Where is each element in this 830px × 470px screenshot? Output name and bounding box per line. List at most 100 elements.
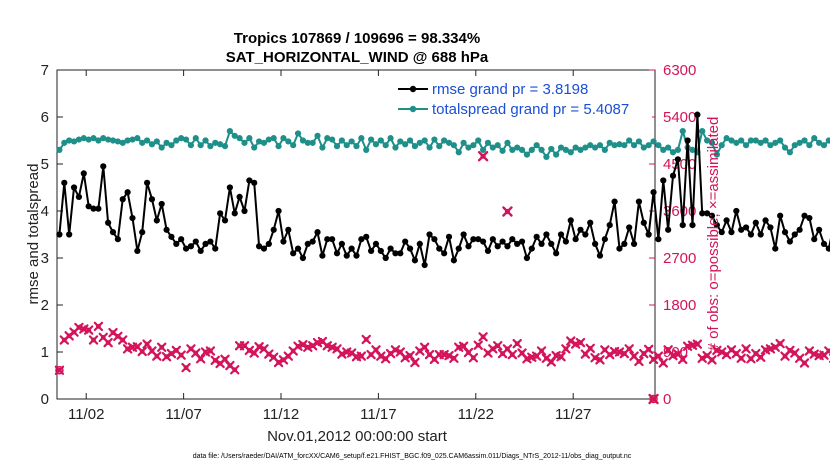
obs-assimilated-dot	[86, 327, 92, 333]
rmse-point	[514, 240, 521, 247]
rmse-point	[718, 229, 725, 236]
totalspread-point	[226, 128, 233, 135]
obs-assimilated-dot	[548, 359, 554, 365]
rmse-point	[392, 250, 399, 257]
rmse-point	[168, 233, 175, 240]
rmse-point	[387, 245, 394, 252]
totalspread-point	[187, 142, 195, 149]
totalspread-point	[738, 137, 745, 144]
rmse-point	[572, 236, 579, 243]
totalspread-point	[299, 137, 307, 144]
rmse-point	[509, 236, 516, 243]
totalspread-point	[105, 136, 112, 143]
totalspread-point	[772, 139, 779, 146]
rmse-point	[747, 231, 755, 238]
rmse-point	[811, 236, 818, 243]
rmse-point	[363, 233, 370, 240]
obs-assimilated-dot	[159, 344, 165, 350]
obs-assimilated-dot	[373, 347, 379, 353]
rmse-point	[207, 238, 214, 245]
totalspread-point	[114, 138, 121, 145]
rmse-point	[596, 252, 604, 259]
totalspread-point	[728, 137, 735, 144]
rmse-point	[470, 236, 477, 243]
totalspread-point	[479, 146, 487, 153]
totalspread-point	[475, 137, 482, 144]
totalspread-point	[562, 146, 569, 153]
totalspread-point	[489, 144, 496, 151]
rmse-point	[236, 193, 243, 200]
totalspread-point	[601, 146, 608, 153]
rmse-point	[85, 203, 92, 210]
rmse-point	[562, 238, 569, 245]
rmse-point	[158, 200, 165, 208]
rmse-point	[587, 219, 594, 226]
rmse-point	[124, 189, 131, 196]
y-right-tick-label: 3600	[663, 203, 696, 220]
totalspread-point	[708, 139, 716, 146]
rmse-point	[742, 224, 750, 231]
rmse-point	[163, 226, 170, 233]
rmse-point	[713, 222, 720, 229]
totalspread-point	[319, 144, 326, 151]
rmse-point	[650, 189, 657, 196]
rmse-point	[294, 245, 302, 252]
rmse-point	[626, 224, 633, 231]
plot-area	[56, 69, 656, 400]
totalspread-point	[80, 135, 87, 142]
totalspread-point	[704, 137, 711, 144]
obs-assimilated-dot	[422, 344, 428, 350]
totalspread-point	[679, 128, 686, 135]
totalspread-point	[251, 144, 258, 151]
rmse-point	[660, 177, 667, 184]
obs-assimilated-dot	[636, 359, 642, 364]
obs-assimilated-dot	[237, 343, 243, 349]
legend-spread-label: totalspread grand pr = 5.4087	[432, 101, 629, 118]
obs-assimilated-dot	[646, 346, 652, 352]
totalspread-point	[197, 142, 204, 149]
obs-assimilated-dot	[198, 356, 204, 362]
obs-possible-point	[649, 394, 658, 404]
obs-assimilated-dot	[563, 346, 569, 352]
chart-subtitle: SAT_HORIZONTAL_WIND @ 688 hPa	[226, 49, 489, 66]
totalspread-point	[431, 136, 438, 143]
totalspread-point	[182, 136, 190, 143]
rmse-point	[582, 231, 589, 238]
totalspread-point	[689, 146, 696, 153]
totalspread-point	[246, 135, 253, 142]
obs-assimilated-dot	[222, 356, 228, 362]
totalspread-point	[752, 137, 759, 144]
totalspread-point	[358, 135, 365, 142]
rmse-point	[441, 250, 448, 257]
rmse-point	[255, 243, 263, 250]
rmse-point	[202, 240, 209, 247]
totalspread-point	[153, 138, 160, 145]
totalspread-point	[494, 142, 501, 149]
totalspread-point	[285, 138, 292, 145]
obs-assimilated-dot	[680, 356, 686, 362]
rmse-point	[173, 240, 180, 247]
totalspread-point	[85, 136, 92, 143]
totalspread-point	[387, 135, 394, 142]
rmse-point	[733, 207, 740, 215]
rmse-point	[421, 261, 428, 269]
rmse-point	[197, 247, 204, 255]
rmse-point	[226, 184, 233, 191]
rmse-point	[333, 250, 341, 257]
rmse-point	[518, 238, 526, 245]
totalspread-point	[669, 149, 677, 156]
y-right-tick-label: 5400	[663, 109, 696, 126]
totalspread-point	[100, 135, 107, 142]
rmse-point	[616, 245, 623, 252]
totalspread-point	[606, 139, 613, 146]
obs-assimilated-dot	[183, 365, 189, 371]
rmse-point	[655, 236, 662, 243]
y-tick-label: 1	[41, 344, 49, 361]
totalspread-point	[611, 142, 618, 149]
totalspread-point	[397, 138, 404, 145]
y-tick-label: 3	[41, 250, 49, 267]
totalspread-point	[353, 143, 360, 150]
rmse-point	[114, 236, 121, 243]
rmse-point	[679, 222, 686, 229]
rmse-point	[684, 137, 691, 144]
